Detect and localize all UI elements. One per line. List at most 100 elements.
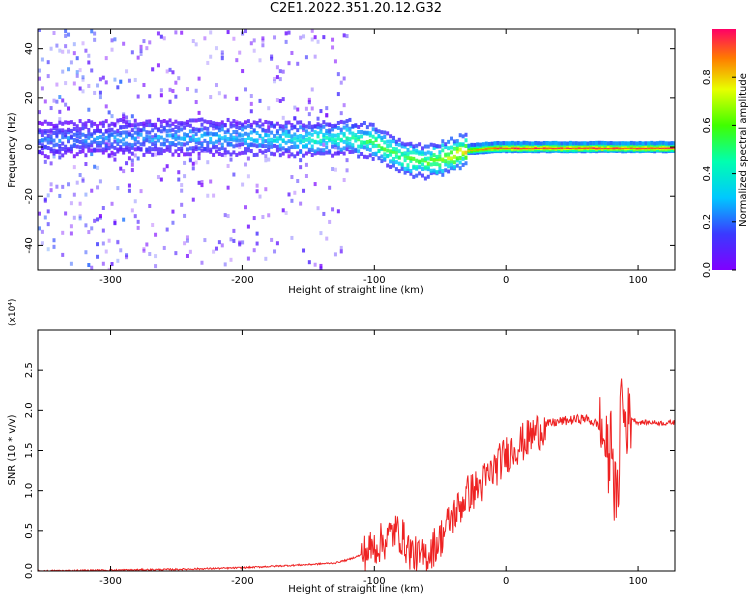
heatmap-cell [420,146,424,151]
heatmap-cell [49,140,53,145]
heatmap-cell [302,126,306,131]
heatmap-cell [394,150,398,155]
heatmap-cell [139,132,143,137]
heatmap-cell [423,176,427,181]
heatmap-cell [333,59,337,64]
heatmap-cell [275,144,279,149]
heatmap-cell [125,69,129,74]
spectrogram-frame [37,28,676,271]
heatmap-cell [183,132,187,137]
heatmap-cell [232,238,236,243]
heatmap-cell [447,152,451,157]
heatmap-cell [464,155,468,160]
heatmap-cell [391,149,395,154]
heatmap-cell [432,153,436,158]
heatmap-cell [119,79,123,84]
heatmap-cell [383,140,387,145]
heatmap-cell [545,140,549,145]
heatmap-cell [156,151,160,156]
heatmap-cell [145,149,149,154]
heatmap-cell [351,149,355,154]
heatmap-cell [432,162,436,167]
heatmap-cell [67,120,71,125]
heatmap-cell [325,131,329,136]
heatmap-cell [438,154,442,159]
heatmap-cell [101,147,105,152]
heatmap-cell [40,229,44,234]
heatmap-cell [371,144,375,149]
heatmap-cell [75,56,79,61]
heatmap-cell [154,147,158,152]
heatmap-cell [458,166,462,171]
heatmap-cell [435,162,439,167]
heatmap-cell [61,131,65,136]
heatmap-cell [212,249,216,254]
heatmap-cell [380,146,384,151]
heatmap-cell [423,165,427,170]
heatmap-cell [69,146,73,151]
heatmap-cell [322,151,326,156]
heatmap-cell [61,98,65,103]
heatmap-cell [252,120,256,125]
heatmap-cell [217,134,221,139]
heatmap-cell [46,133,50,138]
heatmap-cell [304,151,308,156]
heatmap-cell [168,99,172,104]
heatmap-cell [255,120,259,125]
heatmap-cell [151,123,155,128]
heatmap-cell [64,129,68,134]
heatmap-cell [432,143,436,148]
heatmap-cell [49,147,53,152]
snr-xlabel: Height of straight line (km) [288,584,424,595]
heatmap-cell [96,140,100,145]
heatmap-cell [69,128,73,133]
heatmap-cell [310,132,314,137]
heatmap-cell [365,155,369,160]
heatmap-cell [331,153,335,158]
heatmap-cell [351,145,355,150]
heatmap-cell [290,134,294,139]
heatmap-cell [212,132,216,137]
heatmap-cell [389,134,393,139]
heatmap-cell [365,139,369,144]
heatmap-cell [374,130,378,135]
heatmap-cell [174,80,178,85]
heatmap-cell [302,188,306,193]
heatmap-cell [328,219,332,224]
heatmap-cell [232,36,236,41]
heatmap-cell [98,95,102,100]
heatmap-cell [116,239,120,244]
heatmap-cell [418,142,422,147]
spectrogram-xlabel: Height of straight line (km) [288,285,424,296]
heatmap-cell [191,166,195,171]
heatmap-cell [119,133,123,138]
heatmap-cell [136,127,140,132]
heatmap-cell [72,215,76,220]
heatmap-cell [264,149,268,154]
heatmap-cell [188,249,192,254]
heatmap-cell [275,121,279,126]
heatmap-cell [238,121,242,126]
heatmap-cell [307,147,311,152]
heatmap-cell [148,123,152,128]
heatmap-cell [409,171,413,176]
heatmap-cell [270,141,274,146]
heatmap-cell [69,60,73,65]
heatmap-cell [264,139,268,144]
heatmap-cell [122,114,126,119]
heatmap-cell [191,138,195,143]
heatmap-cell [345,136,349,141]
heatmap-cell [148,203,152,208]
heatmap-cell [510,140,514,145]
heatmap-cell [339,119,343,124]
heatmap-cell [116,186,120,191]
heatmap-cell [55,129,59,134]
heatmap-cell [406,168,410,173]
heatmap-cell [101,75,105,80]
heatmap-cell [177,136,181,141]
heatmap-cell [119,248,123,253]
heatmap-cell [209,54,213,59]
heatmap-cell [244,120,248,125]
heatmap-cell [52,138,56,143]
heatmap-cell [122,41,126,46]
